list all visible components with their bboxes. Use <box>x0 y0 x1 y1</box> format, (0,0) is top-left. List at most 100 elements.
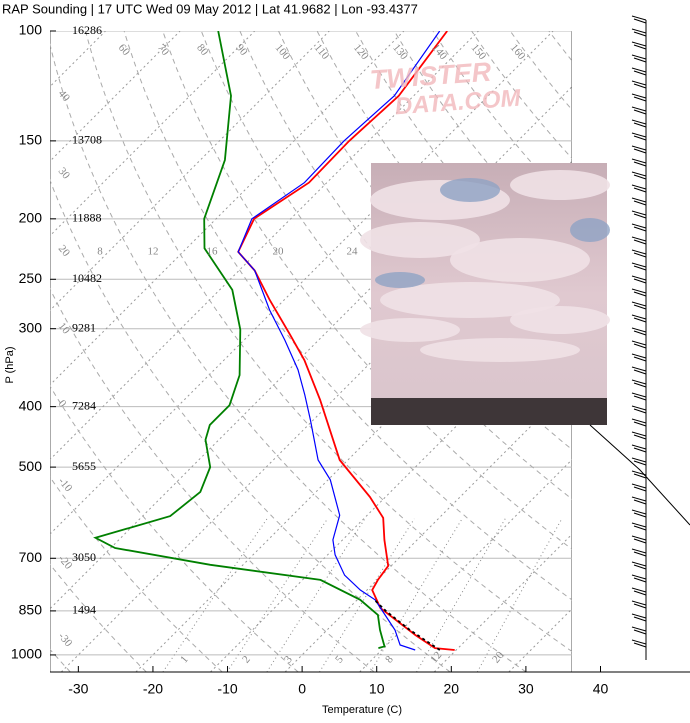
wind-barb <box>632 198 646 205</box>
wind-barb <box>632 315 646 322</box>
wet-adiabat-label: 20 <box>273 246 285 258</box>
x-tick-label: -10 <box>217 681 237 697</box>
mixing-ratio-line <box>227 519 327 672</box>
wind-barb <box>632 627 646 634</box>
wind-barb <box>632 497 646 504</box>
wind-barb <box>632 562 646 569</box>
y-tick-label: 250 <box>19 270 43 286</box>
dry-adiabat <box>665 31 690 672</box>
wind-barb <box>632 549 646 556</box>
height-label: 10482 <box>72 271 102 285</box>
wind-barb <box>632 68 646 75</box>
wind-barb <box>632 16 646 23</box>
y-tick-label: 150 <box>19 132 43 148</box>
adiabat-label: -30 <box>56 630 75 649</box>
wet-adiabat-label: 8 <box>97 246 103 258</box>
dry-adiabat <box>0 31 146 672</box>
watermark: TWISTER DATA.COM <box>369 57 522 121</box>
adiabat-label: -10 <box>56 475 75 494</box>
mixing-ratio-line <box>417 519 506 672</box>
height-label: 1494 <box>72 603 96 617</box>
height-label: 13708 <box>72 133 102 147</box>
wind-barb <box>632 445 646 452</box>
adiabat-label: 80 <box>194 42 211 59</box>
photo <box>360 163 610 425</box>
wind-barb <box>632 94 646 101</box>
wind-barb <box>632 289 646 296</box>
wind-barb <box>632 146 646 153</box>
isotherm <box>0 31 180 672</box>
dry-adiabat <box>0 31 222 672</box>
wind-barb <box>632 302 646 309</box>
mixing-ratio-line <box>163 519 267 672</box>
height-label: 7284 <box>72 398 96 412</box>
y-axis-label: P (hPa) <box>4 346 16 383</box>
adiabat-label: 40 <box>56 88 73 105</box>
wet-adiabat-label: 12 <box>148 246 159 258</box>
wind-barb <box>632 42 646 49</box>
x-tick-label: -30 <box>68 681 88 697</box>
wind-barb <box>632 133 646 140</box>
mixing-ratio-line <box>477 519 562 672</box>
x-axis-label: Temperature (C) <box>322 704 402 716</box>
wind-barb <box>632 354 646 361</box>
wind-barb <box>632 224 646 231</box>
x-tick-label: 30 <box>518 681 534 697</box>
wind-barb <box>632 367 646 374</box>
mixing-ratio-label: 12 <box>428 649 444 665</box>
wind-barb <box>632 536 646 543</box>
wind-barb <box>632 29 646 36</box>
photo-cloud <box>450 238 590 282</box>
wind-barb <box>632 55 646 62</box>
chart-title: RAP Sounding | 17 UTC Wed 09 May 2012 | … <box>2 1 418 16</box>
isotherm <box>0 31 329 672</box>
wind-barb <box>632 107 646 114</box>
wind-barb <box>632 276 646 283</box>
profile-line <box>96 31 385 648</box>
wind-barb <box>632 263 646 270</box>
adiabat-label: 130 <box>390 42 410 63</box>
wind-barb <box>632 614 646 621</box>
adiabat-label: 10 <box>56 320 73 337</box>
wind-barb <box>632 484 646 491</box>
adiabat-label: 20 <box>56 243 73 260</box>
wind-barb <box>632 250 646 257</box>
photo-sky-patch <box>570 218 610 242</box>
wind-barb <box>632 380 646 387</box>
wind-barb <box>632 406 646 413</box>
height-label: 3050 <box>72 550 96 564</box>
isotherm <box>0 31 404 672</box>
wind-barb <box>632 588 646 595</box>
adiabat-label: 60 <box>116 42 133 59</box>
wind-barb <box>632 341 646 348</box>
hodograph-line <box>590 425 690 525</box>
dry-adiabat <box>0 31 374 672</box>
x-tick-label: -20 <box>143 681 163 697</box>
photo-cloud <box>510 306 610 334</box>
photo-ground <box>371 398 607 425</box>
wind-barb <box>632 523 646 530</box>
x-tick-label: 10 <box>369 681 385 697</box>
adiabat-label: 30 <box>56 165 73 182</box>
x-tick-label: 0 <box>298 681 306 697</box>
y-tick-label: 700 <box>19 549 43 565</box>
height-label: 5655 <box>72 459 96 473</box>
photo-cloud <box>420 338 580 362</box>
wind-barb <box>632 432 646 439</box>
y-tick-label: 300 <box>19 319 43 335</box>
wind-barb <box>632 458 646 465</box>
height-label: 11888 <box>72 211 102 225</box>
height-label: 9281 <box>72 320 96 334</box>
wind-barb <box>632 601 646 608</box>
wind-barb <box>632 575 646 582</box>
y-tick-label: 100 <box>19 22 43 38</box>
wind-barb <box>632 510 646 517</box>
wind-barb <box>632 120 646 127</box>
mixing-ratio-label: 20 <box>490 649 507 666</box>
wet-adiabat-label: 16 <box>207 246 219 258</box>
wind-barb <box>632 640 646 647</box>
adiabat-label: 70 <box>155 42 172 59</box>
wet-adiabat-label: 24 <box>347 246 359 258</box>
photo-cloud <box>510 170 610 200</box>
